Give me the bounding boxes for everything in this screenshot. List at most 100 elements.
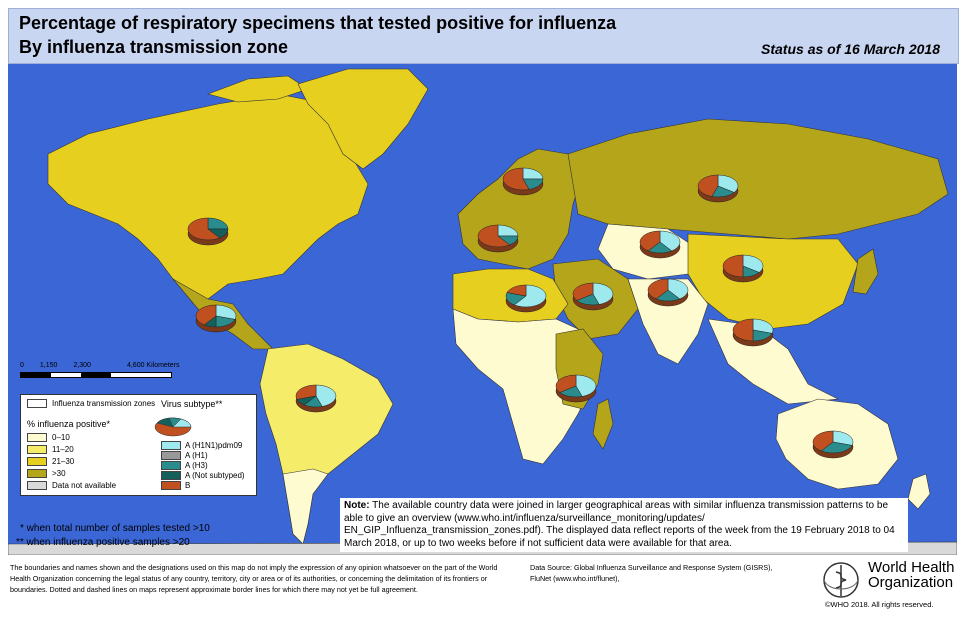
pie-northern-europe: [502, 167, 544, 196]
pie-slice-B: [722, 254, 744, 278]
pct-label-2: 21–30: [52, 457, 75, 466]
zone-swatch: [27, 399, 47, 408]
subtype-label-1: A (H1): [185, 451, 208, 460]
map-title: Percentage of respiratory specimens that…: [19, 13, 617, 33]
pct-label-3: >30: [52, 469, 66, 478]
pie-eastern-europe: [697, 174, 739, 203]
pct-swatch-2: [27, 457, 47, 466]
pie-north-america: [187, 217, 229, 246]
region-eastern-asia: [687, 233, 859, 330]
pie-chart-layer: [187, 167, 854, 459]
scale-tick-1: 1,150: [39, 362, 58, 369]
pct-swatch-3: [27, 469, 47, 478]
subtype-swatch-0: [161, 441, 181, 450]
data-source: Data Source: Global Influenza Surveillan…: [530, 562, 790, 584]
scale-tick-3: 4,600 Kilometers: [126, 362, 180, 369]
who-name-line1: World Health: [868, 559, 955, 576]
pie-slice-B: [572, 282, 594, 301]
region-southern-cone: [282, 468, 329, 545]
pie-oceania: [812, 430, 854, 459]
region-madagascar: [592, 398, 614, 450]
pct-label-0: 0–10: [52, 433, 70, 442]
pie-tropical-south-america: [295, 384, 337, 413]
pct-swatch-1: [27, 445, 47, 454]
legend: Influenza transmission zones Virus subty…: [20, 394, 257, 496]
pie-slice-A_H1N1pdm09: [752, 318, 774, 334]
pie-slice-A_H1N1pdm09: [717, 174, 739, 193]
virus-subtype-label: Virus subtype**: [161, 399, 223, 409]
pie-slice-B: [477, 224, 511, 248]
footnote-samples: * when total number of samples tested >1…: [20, 523, 210, 534]
pie-slice-B: [647, 278, 669, 300]
pie-slice-A_H1N1pdm09: [215, 304, 237, 320]
pie-central-asia: [639, 230, 681, 259]
note-box: Note: The available country data were jo…: [340, 498, 908, 552]
region-new-zealand: [907, 473, 931, 510]
pie-western-asia: [572, 282, 614, 311]
pie-slice-B: [732, 318, 754, 342]
pie-eastern-africa: [555, 374, 597, 403]
region-northern-asia: [567, 118, 949, 240]
region-greenland: [297, 68, 429, 170]
pie-slice-A_H1N1pdm09: [659, 230, 681, 252]
note-text: The available country data were joined i…: [344, 500, 895, 549]
scale-tick-0: 0: [20, 362, 24, 369]
zones-label: Influenza transmission zones: [52, 399, 156, 408]
pie-slice-A_H1N1pdm09: [513, 284, 547, 308]
pie-slice-B: [295, 384, 317, 400]
pie-slice-A_H1N1pdm09: [742, 254, 764, 273]
pie-slice-B: [502, 167, 530, 191]
subtype-label-3: A (Not subtyped): [185, 471, 245, 480]
subtype-swatch-2: [161, 461, 181, 470]
pct-swatch-0: [27, 433, 47, 442]
pie-slice-A_H1N1pdm09: [315, 384, 337, 407]
title-bar: Percentage of respiratory specimens that…: [8, 8, 959, 64]
pie-slice-B: [639, 230, 661, 252]
data-source-line2: FluNet (www.who.int/flunet),: [530, 574, 620, 583]
pie-southern-asia: [647, 278, 689, 307]
pie-slice-A_H1N1pdm09: [522, 167, 544, 180]
status-date: Status as of 16 March 2018: [761, 41, 940, 57]
scale-bar: 0 1,150 2,300 4,600 Kilometers: [20, 362, 180, 384]
pie-northern-africa: [505, 284, 547, 313]
subtype-label-4: B: [185, 481, 191, 490]
region-japan: [852, 248, 879, 295]
pie-slice-B: [555, 374, 577, 393]
scale-tick-2: 2,300: [73, 362, 91, 369]
pie-central-america-caribbean: [195, 304, 237, 333]
subtype-swatch-3: [161, 471, 181, 480]
who-name: World Health Organization: [868, 560, 954, 590]
pie-slice-B: [187, 217, 221, 241]
pie-slice-A_H1N1pdm09: [592, 282, 614, 305]
pie-slice-A_H3: [820, 441, 853, 454]
pie-slice-A_H1N1pdm09: [575, 374, 597, 397]
copyright: ©WHO 2018. All rights reserved.: [825, 600, 934, 609]
region-europe: [457, 148, 584, 270]
who-emblem-icon: [823, 562, 859, 598]
pie-south-east-asia: [732, 318, 774, 347]
pie-eastern-asia: [722, 254, 764, 283]
who-name-line2: Organization: [868, 574, 954, 591]
pct-legend-title: % influenza positive*: [27, 419, 111, 429]
pie-slice-B: [195, 304, 217, 326]
pie-slice-A_H3: [207, 217, 229, 230]
subtype-label-2: A (H3): [185, 461, 208, 470]
map-subtitle: By influenza transmission zone: [19, 37, 289, 57]
footnote-positive: ** when influenza positive samples >20: [16, 537, 190, 548]
data-source-line1: Data Source: Global Influenza Surveillan…: [530, 563, 773, 572]
region-southern-asia: [627, 278, 709, 365]
pie-slice-B: [812, 430, 834, 452]
pct-swatch-4: [27, 481, 47, 490]
scale-bar-graphic: [20, 372, 172, 378]
pie-slice-A_H1N1pdm09: [832, 430, 854, 446]
pie-slice-B: [697, 174, 719, 197]
region-north-america: [47, 93, 369, 300]
world-map: 0 1,150 2,300 4,600 Kilometers Influenza…: [8, 64, 957, 555]
disclaimer: The boundaries and names shown and the d…: [10, 563, 498, 594]
note-label: Note:: [344, 500, 370, 511]
legend-pie-icon: [154, 417, 192, 437]
pie-slice-A_H1N1pdm09: [497, 224, 519, 237]
subtype-label-0: A (H1N1)pdm09: [185, 441, 243, 450]
pct-label-4: Data not available: [52, 481, 117, 490]
subtype-swatch-1: [161, 451, 181, 460]
